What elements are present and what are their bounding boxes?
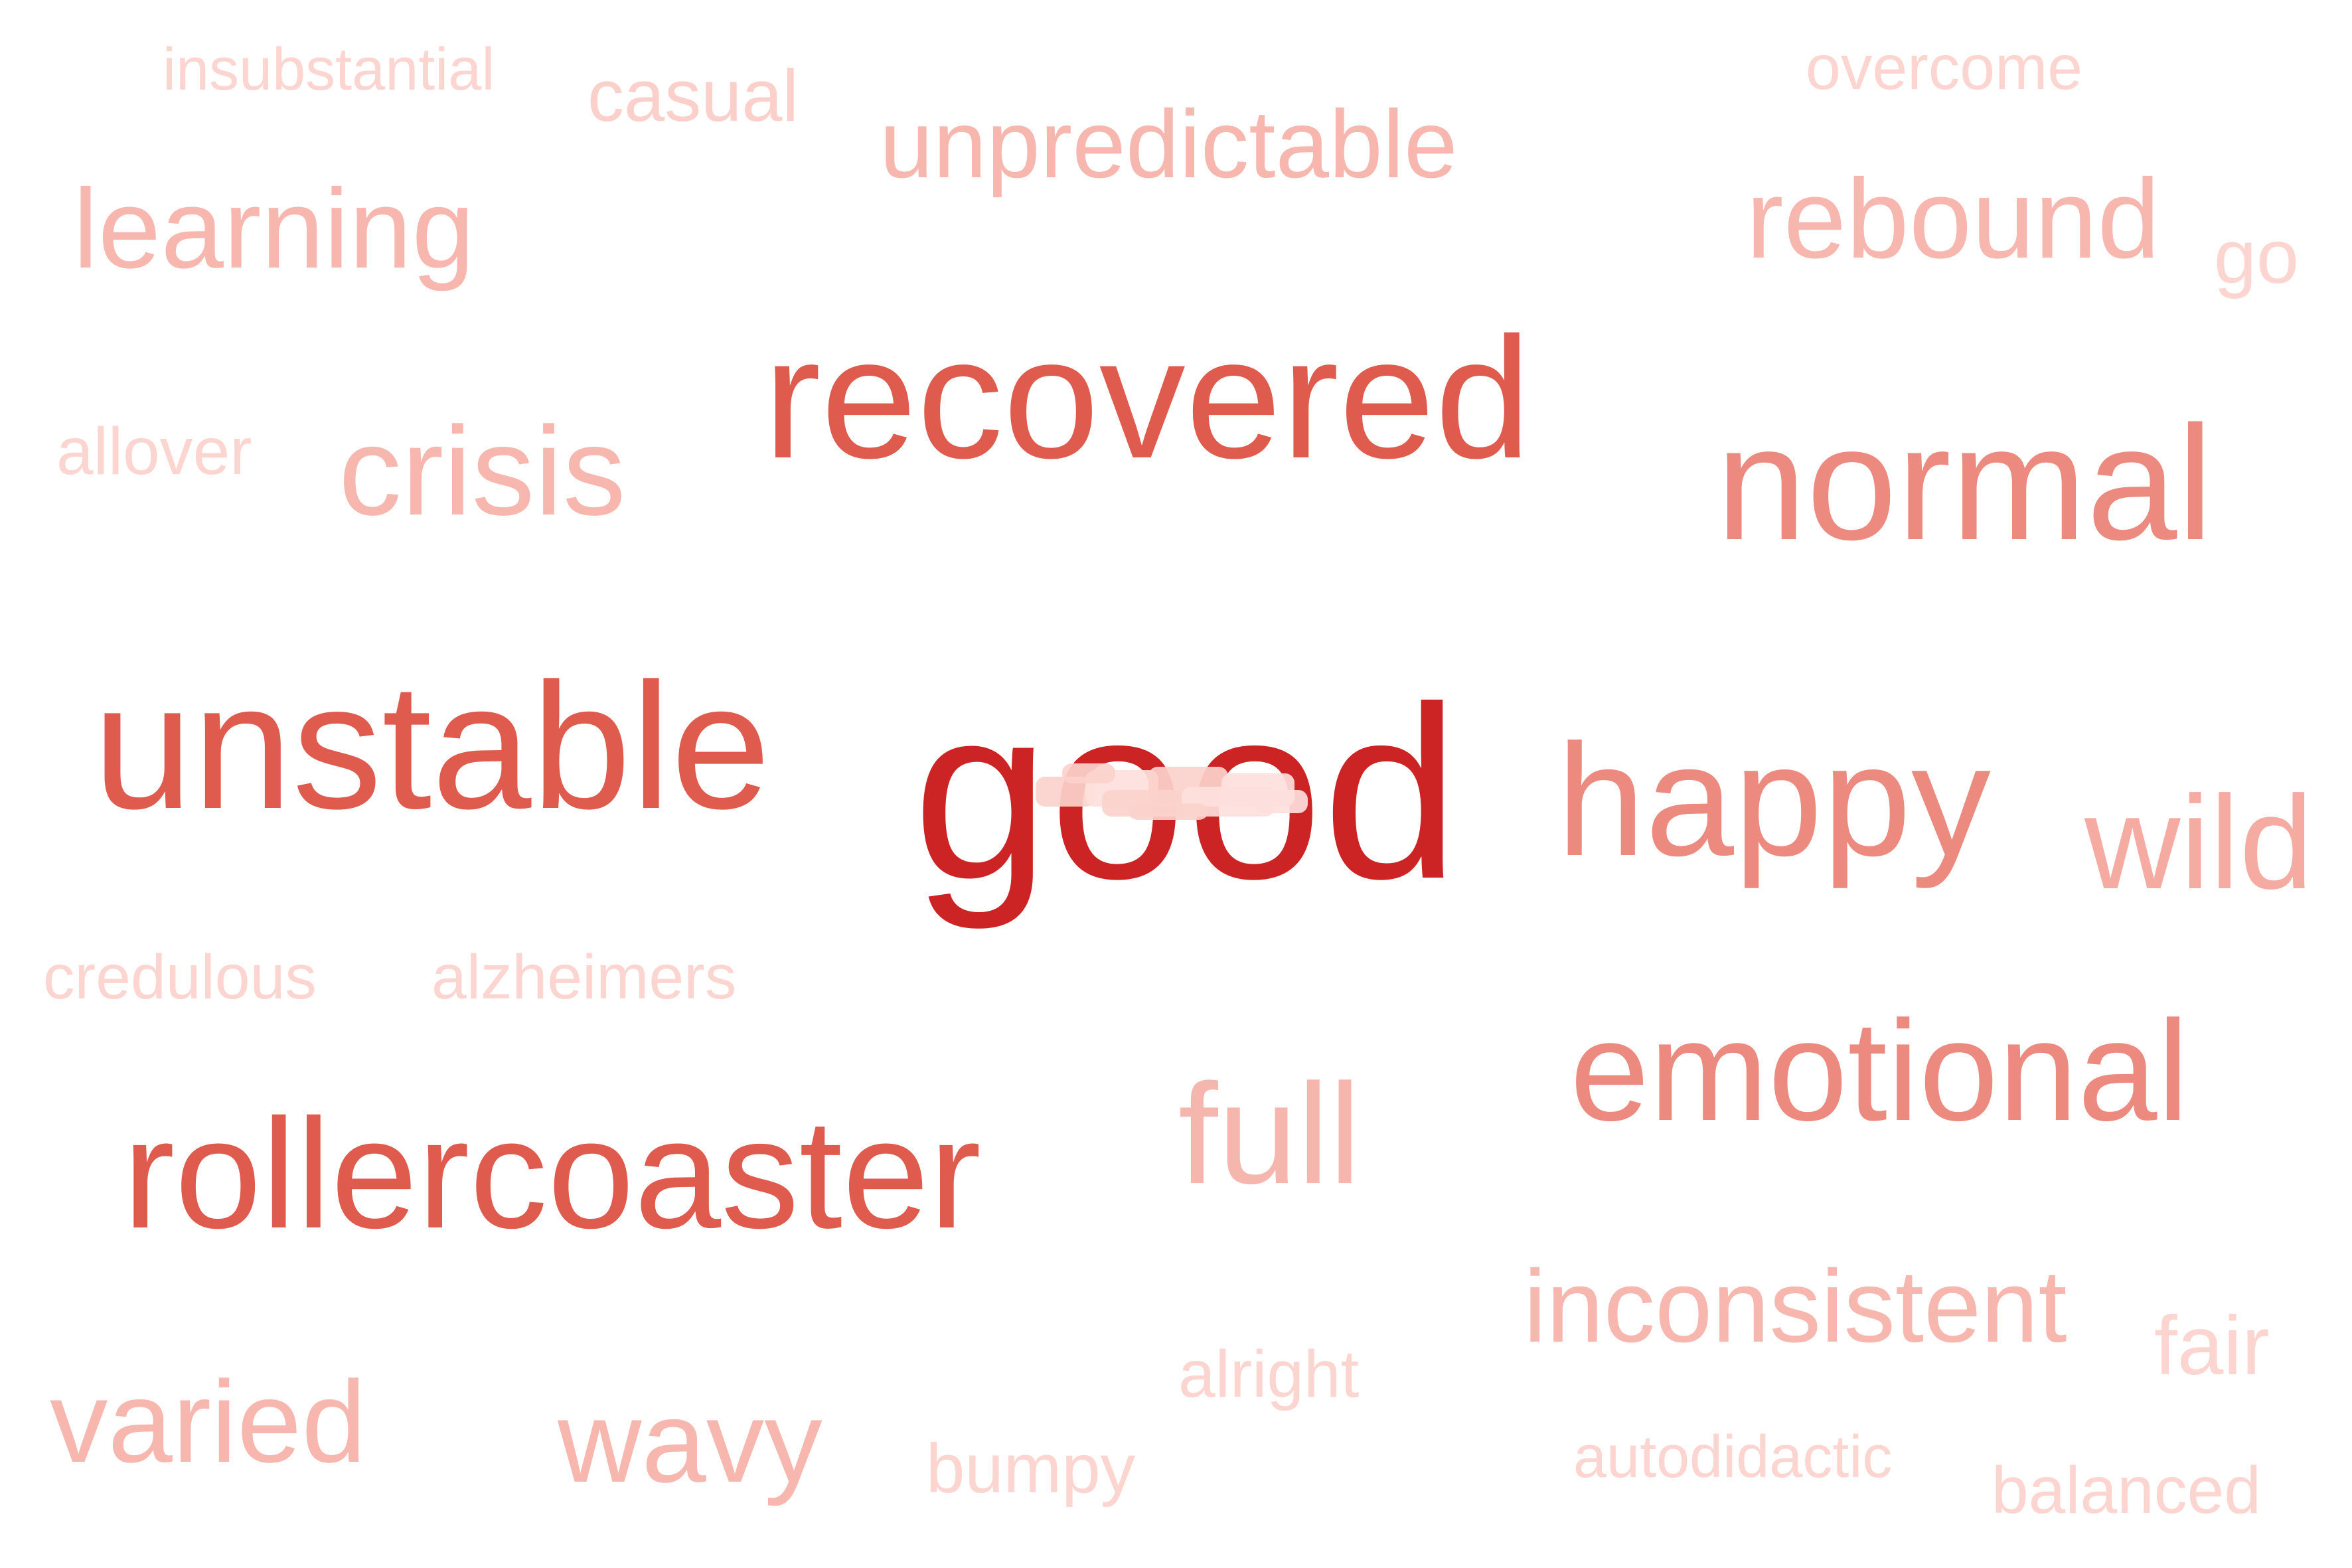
word-inconsistent: inconsistent bbox=[1524, 1249, 2067, 1364]
word-overcome: overcome bbox=[1806, 33, 2083, 103]
word-bumpy: bumpy bbox=[926, 1430, 1136, 1508]
word-rollercoaster: rollercoaster bbox=[123, 1086, 981, 1261]
word-alright: alright bbox=[1178, 1337, 1360, 1411]
overlap-blob bbox=[1062, 763, 1115, 783]
overlap-smudge bbox=[1036, 763, 1308, 820]
word-casual: casual bbox=[588, 55, 799, 137]
word-unstable: unstable bbox=[93, 647, 771, 846]
word-emotional: emotional bbox=[1570, 990, 2189, 1150]
overlap-blob bbox=[1129, 803, 1208, 820]
word-rebound: rebound bbox=[1746, 156, 2160, 282]
word-full: full bbox=[1178, 1054, 1361, 1214]
word-happy: happy bbox=[1557, 711, 1991, 889]
word-recovered: recovered bbox=[763, 302, 1531, 495]
word-learning: learning bbox=[73, 166, 475, 292]
word-wild: wild bbox=[2084, 769, 2313, 917]
word-insubstantial: insubstantial bbox=[163, 37, 495, 103]
word-normal: normal bbox=[1716, 392, 2213, 574]
word-wavy: wavy bbox=[558, 1377, 823, 1507]
word-balanced: balanced bbox=[1992, 1453, 2261, 1528]
word-credulous: credulous bbox=[43, 942, 317, 1012]
word-alzheimers: alzheimers bbox=[431, 942, 737, 1012]
word-allover: allover bbox=[56, 414, 252, 489]
word-varied: varied bbox=[50, 1358, 366, 1487]
word-fair: fair bbox=[2154, 1300, 2270, 1392]
word-go: go bbox=[2214, 214, 2299, 299]
word-unpredictable: unpredictable bbox=[880, 90, 1458, 198]
word-autodidactic: autodidactic bbox=[1573, 1424, 1893, 1490]
overlap-blob bbox=[1036, 777, 1095, 807]
overlap-blob bbox=[1255, 790, 1308, 813]
word-crisis: crisis bbox=[339, 401, 626, 542]
overlapping-tiny-words bbox=[1022, 750, 1341, 830]
